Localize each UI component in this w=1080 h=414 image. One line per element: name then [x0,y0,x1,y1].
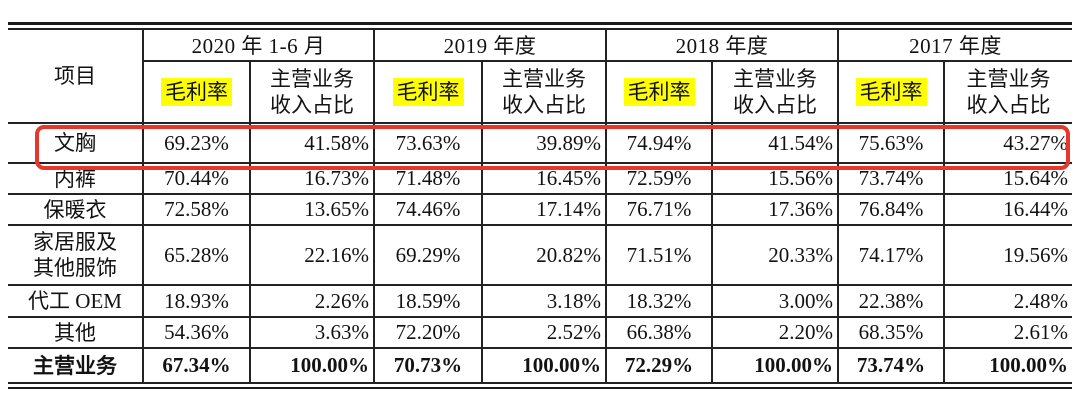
cell-share: 16.73% [249,163,374,195]
cell-margin: 75.63% [837,123,944,164]
row-label: 家居服及 其他服饰 [8,225,143,286]
col-header-margin-2020: 毛利率 [142,61,250,124]
cell-margin: 67.34% [142,348,250,384]
col-header-share-2017: 主营业务 收入占比 [943,61,1072,124]
cell-margin: 72.59% [605,163,712,195]
cell-share: 100.00% [711,348,838,384]
cell-share: 20.82% [481,225,606,286]
cell-margin: 70.44% [142,163,250,195]
table-row-bra: 文胸 69.23% 41.58% 73.63% 39.89% 74.94% 41… [8,123,1072,164]
col-header-year-2020: 2020 年 1-6 月 [142,28,374,62]
cell-share: 39.89% [481,123,606,164]
cell-share: 19.56% [943,225,1072,286]
cell-share: 15.56% [711,163,838,195]
cell-margin: 76.84% [837,194,944,226]
row-label: 文胸 [8,123,143,164]
yellow-highlight: 毛利率 [161,78,232,106]
col-header-margin-2019: 毛利率 [373,61,482,124]
cell-share: 2.48% [943,285,1072,318]
cell-share: 2.20% [711,317,838,349]
cell-margin: 74.17% [837,225,944,286]
cell-share: 20.33% [711,225,838,286]
row-label: 主营业务 [8,348,143,384]
cell-margin: 74.46% [373,194,482,226]
table-row-main-business-total: 主营业务 67.34% 100.00% 70.73% 100.00% 72.29… [8,348,1072,384]
cell-margin: 74.94% [605,123,712,164]
cell-share: 3.18% [481,285,606,318]
cell-margin: 72.58% [142,194,250,226]
cell-share: 3.63% [249,317,374,349]
yellow-highlight: 毛利率 [855,78,927,106]
table-row-homewear: 家居服及 其他服饰 65.28% 22.16% 69.29% 20.82% 71… [8,225,1072,286]
table-top-rule [8,22,1072,25]
cell-margin: 22.38% [837,285,944,318]
cell-share: 17.36% [711,194,838,226]
col-header-year-2019: 2019 年度 [373,28,606,62]
cell-share: 3.00% [711,285,838,318]
cell-margin: 18.59% [373,285,482,318]
cell-share: 100.00% [249,348,374,384]
cell-margin: 72.29% [605,348,712,384]
yellow-highlight: 毛利率 [623,78,695,106]
cell-share: 16.45% [481,163,606,195]
row-label: 其他 [8,317,143,349]
cell-share: 16.44% [943,194,1072,226]
cell-margin: 18.93% [142,285,250,318]
table-row-thermal: 保暖衣 72.58% 13.65% 74.46% 17.14% 76.71% 1… [8,194,1072,226]
row-label: 代工 OEM [8,285,143,318]
cell-margin: 18.32% [605,285,712,318]
cell-margin: 71.51% [605,225,712,286]
yellow-highlight: 毛利率 [392,78,464,106]
cell-share: 22.16% [249,225,374,286]
cell-margin: 71.48% [373,163,482,195]
cell-margin: 72.20% [373,317,482,349]
cell-margin: 73.74% [837,348,944,384]
cell-margin: 69.23% [142,123,250,164]
col-header-margin-2018: 毛利率 [605,61,712,124]
cell-share: 2.61% [943,317,1072,349]
col-header-item: 项目 [8,28,143,124]
table-bottom-rule [8,387,1072,389]
cell-margin: 76.71% [605,194,712,226]
cell-share: 100.00% [481,348,606,384]
cell-share: 13.65% [249,194,374,226]
cell-share: 100.00% [943,348,1072,384]
col-header-year-2018: 2018 年度 [605,28,838,62]
col-header-year-2017: 2017 年度 [837,28,1072,62]
cell-share: 43.27% [943,123,1072,164]
cell-share: 41.54% [711,123,838,164]
table-row-underwear: 内裤 70.44% 16.73% 71.48% 16.45% 72.59% 15… [8,163,1072,195]
cell-share: 15.64% [943,163,1072,195]
cell-share: 2.26% [249,285,374,318]
row-label: 内裤 [8,163,143,195]
row-label: 保暖衣 [8,194,143,226]
table-row-other: 其他 54.36% 3.63% 72.20% 2.52% 66.38% 2.20… [8,317,1072,349]
cell-margin: 54.36% [142,317,250,349]
table-row-oem: 代工 OEM 18.93% 2.26% 18.59% 3.18% 18.32% … [8,285,1072,318]
col-header-share-2018: 主营业务 收入占比 [711,61,838,124]
cell-share: 2.52% [481,317,606,349]
col-header-share-2019: 主营业务 收入占比 [481,61,606,124]
cell-share: 17.14% [481,194,606,226]
cell-margin: 66.38% [605,317,712,349]
gross-margin-table: 项目 2020 年 1-6 月 2019 年度 2018 年度 2017 年度 … [8,28,1072,384]
cell-margin: 69.29% [373,225,482,286]
cell-margin: 73.74% [837,163,944,195]
cell-margin: 65.28% [142,225,250,286]
cell-share: 41.58% [249,123,374,164]
cell-margin: 70.73% [373,348,482,384]
col-header-margin-2017: 毛利率 [837,61,944,124]
gross-margin-table-wrap: 项目 2020 年 1-6 月 2019 年度 2018 年度 2017 年度 … [8,22,1072,389]
col-header-share-2020: 主营业务 收入占比 [249,61,374,124]
cell-margin: 73.63% [373,123,482,164]
cell-margin: 68.35% [837,317,944,349]
